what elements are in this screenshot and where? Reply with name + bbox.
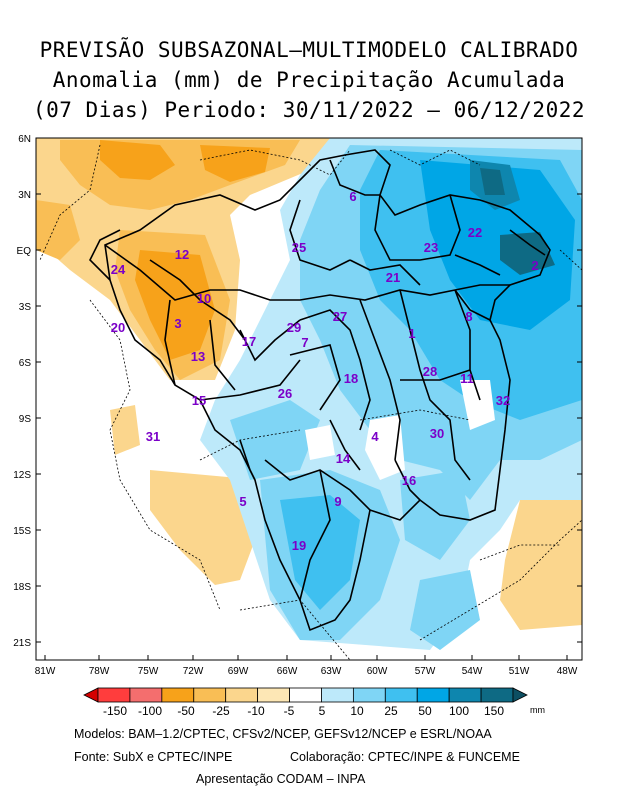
colorbar-swatch — [512, 687, 528, 703]
region-label: 12 — [175, 247, 189, 262]
lat-tick-label: 21S — [13, 638, 31, 649]
region-label: 17 — [242, 334, 256, 349]
colorbar-swatch — [321, 687, 354, 703]
lat-tick-label: 6S — [19, 358, 32, 369]
lon-tick-label: 66W — [277, 666, 298, 677]
colorbar-label: -100 — [138, 704, 162, 718]
colorbar-swatch — [384, 687, 418, 703]
lon-tick-label: 63W — [321, 666, 342, 677]
latitude-axis: 6N 3N EQ 3S 6S 9S 12S 15S 18S 21S — [13, 134, 582, 649]
colorbar-swatch — [193, 687, 227, 703]
title-line-1: PREVISÃO SUBSAZONAL—MULTIMODELO CALIBRAD… — [39, 38, 579, 62]
colorbar-swatch — [129, 687, 163, 703]
longitude-axis: 81W 78W 75W 72W 69W 66W 63W 60W 57W 54W … — [35, 655, 578, 677]
region-label: 2 — [531, 258, 538, 273]
map-frame — [35, 137, 583, 661]
colorbar-label: -10 — [247, 704, 265, 718]
region-label: 13 — [191, 349, 205, 364]
region-label: 26 — [278, 386, 292, 401]
region-label: 7 — [301, 335, 308, 350]
lon-tick-label: 48W — [557, 666, 578, 677]
anomaly-field — [36, 138, 582, 660]
region-label: 3 — [174, 316, 181, 331]
colorbar-swatch — [161, 687, 195, 703]
colorbar-labels: -150 -100 -50 -25 -10 -5 5 10 25 50 100 … — [103, 704, 545, 718]
colorbar-swatch — [448, 687, 482, 703]
region-label: 23 — [424, 240, 438, 255]
colorbar-swatch — [289, 687, 322, 703]
colorbar-label: 150 — [484, 704, 504, 718]
colorbar-label: 10 — [350, 704, 364, 718]
lon-tick-label: 60W — [367, 666, 388, 677]
country-borders — [39, 144, 582, 660]
region-labels: 1 2 3 4 5 6 7 8 9 10 11 12 13 14 15 16 1… — [111, 189, 539, 553]
region-label: 6 — [349, 189, 356, 204]
region-label: 19 — [292, 538, 306, 553]
colorbar-swatch — [416, 687, 450, 703]
colorbar-swatch — [97, 687, 131, 703]
lon-tick-label: 51W — [509, 666, 530, 677]
lon-tick-label: 69W — [228, 666, 249, 677]
colorbar-swatch — [480, 687, 514, 703]
region-label: 14 — [336, 451, 351, 466]
lon-tick-label: 54W — [462, 666, 483, 677]
region-label: 9 — [334, 494, 341, 509]
region-label: 8 — [465, 309, 472, 324]
colorbar-swatch — [83, 687, 99, 703]
region-label: 15 — [192, 393, 206, 408]
lat-tick-label: 3S — [19, 302, 32, 313]
colorbar-label: -25 — [212, 704, 230, 718]
footer-presentation: Apresentação CODAM – INPA — [196, 772, 366, 786]
region-label: 20 — [111, 320, 125, 335]
region-label: 24 — [111, 262, 126, 277]
region-label: 5 — [239, 494, 246, 509]
lon-tick-label: 78W — [89, 666, 110, 677]
colorbar-swatch — [352, 687, 386, 703]
colorbar-swatch — [257, 687, 290, 703]
watershed-outlines — [89, 149, 551, 632]
title-line-3: (07 Dias) Periodo: 30/11/2022 — 06/12/20… — [32, 98, 585, 122]
colorbar-label: 100 — [449, 704, 469, 718]
region-label: 31 — [146, 429, 160, 444]
colorbar-label: -5 — [284, 704, 295, 718]
colorbar-swatch — [225, 687, 259, 703]
region-label: 4 — [371, 429, 379, 444]
lon-tick-label: 75W — [138, 666, 159, 677]
title-line-2: Anomalia (mm) de Precipitação Acumulada — [52, 68, 566, 92]
region-label: 30 — [430, 426, 444, 441]
region-label: 32 — [496, 393, 510, 408]
region-label: 28 — [423, 364, 437, 379]
colorbar-label: 50 — [418, 704, 432, 718]
colorbar-unit: mm — [530, 705, 545, 715]
colorbar — [83, 687, 528, 703]
lat-tick-label: 12S — [13, 470, 31, 481]
colorbar-label: -50 — [177, 704, 195, 718]
lon-tick-label: 72W — [183, 666, 204, 677]
region-label: 11 — [460, 371, 474, 386]
colorbar-label: 25 — [384, 704, 398, 718]
region-label: 16 — [402, 473, 416, 488]
footer-source: Fonte: SubX e CPTEC/INPE — [74, 750, 233, 764]
lon-tick-label: 57W — [415, 666, 436, 677]
lat-tick-label: 9S — [19, 414, 32, 425]
region-label: 29 — [287, 320, 301, 335]
lat-tick-label: 15S — [13, 526, 31, 537]
region-label: 18 — [344, 371, 358, 386]
region-label: 21 — [386, 270, 400, 285]
colorbar-label: -150 — [103, 704, 127, 718]
lat-tick-label: EQ — [17, 246, 32, 257]
colorbar-label: 5 — [319, 704, 326, 718]
lat-tick-label: 18S — [13, 582, 31, 593]
region-label: 1 — [408, 326, 415, 341]
lat-tick-label: 3N — [18, 190, 31, 201]
footer-collaboration: Colaboração: CPTEC/INPE & FUNCEME — [290, 750, 520, 764]
region-label: 25 — [292, 240, 306, 255]
lat-tick-label: 6N — [18, 134, 31, 145]
region-label: 22 — [468, 225, 482, 240]
region-label: 10 — [197, 291, 211, 306]
lon-tick-label: 81W — [35, 666, 56, 677]
region-label: 27 — [333, 309, 347, 324]
footer-models: Modelos: BAM–1.2/CPTEC, CFSv2/NCEP, GEFS… — [74, 727, 492, 741]
